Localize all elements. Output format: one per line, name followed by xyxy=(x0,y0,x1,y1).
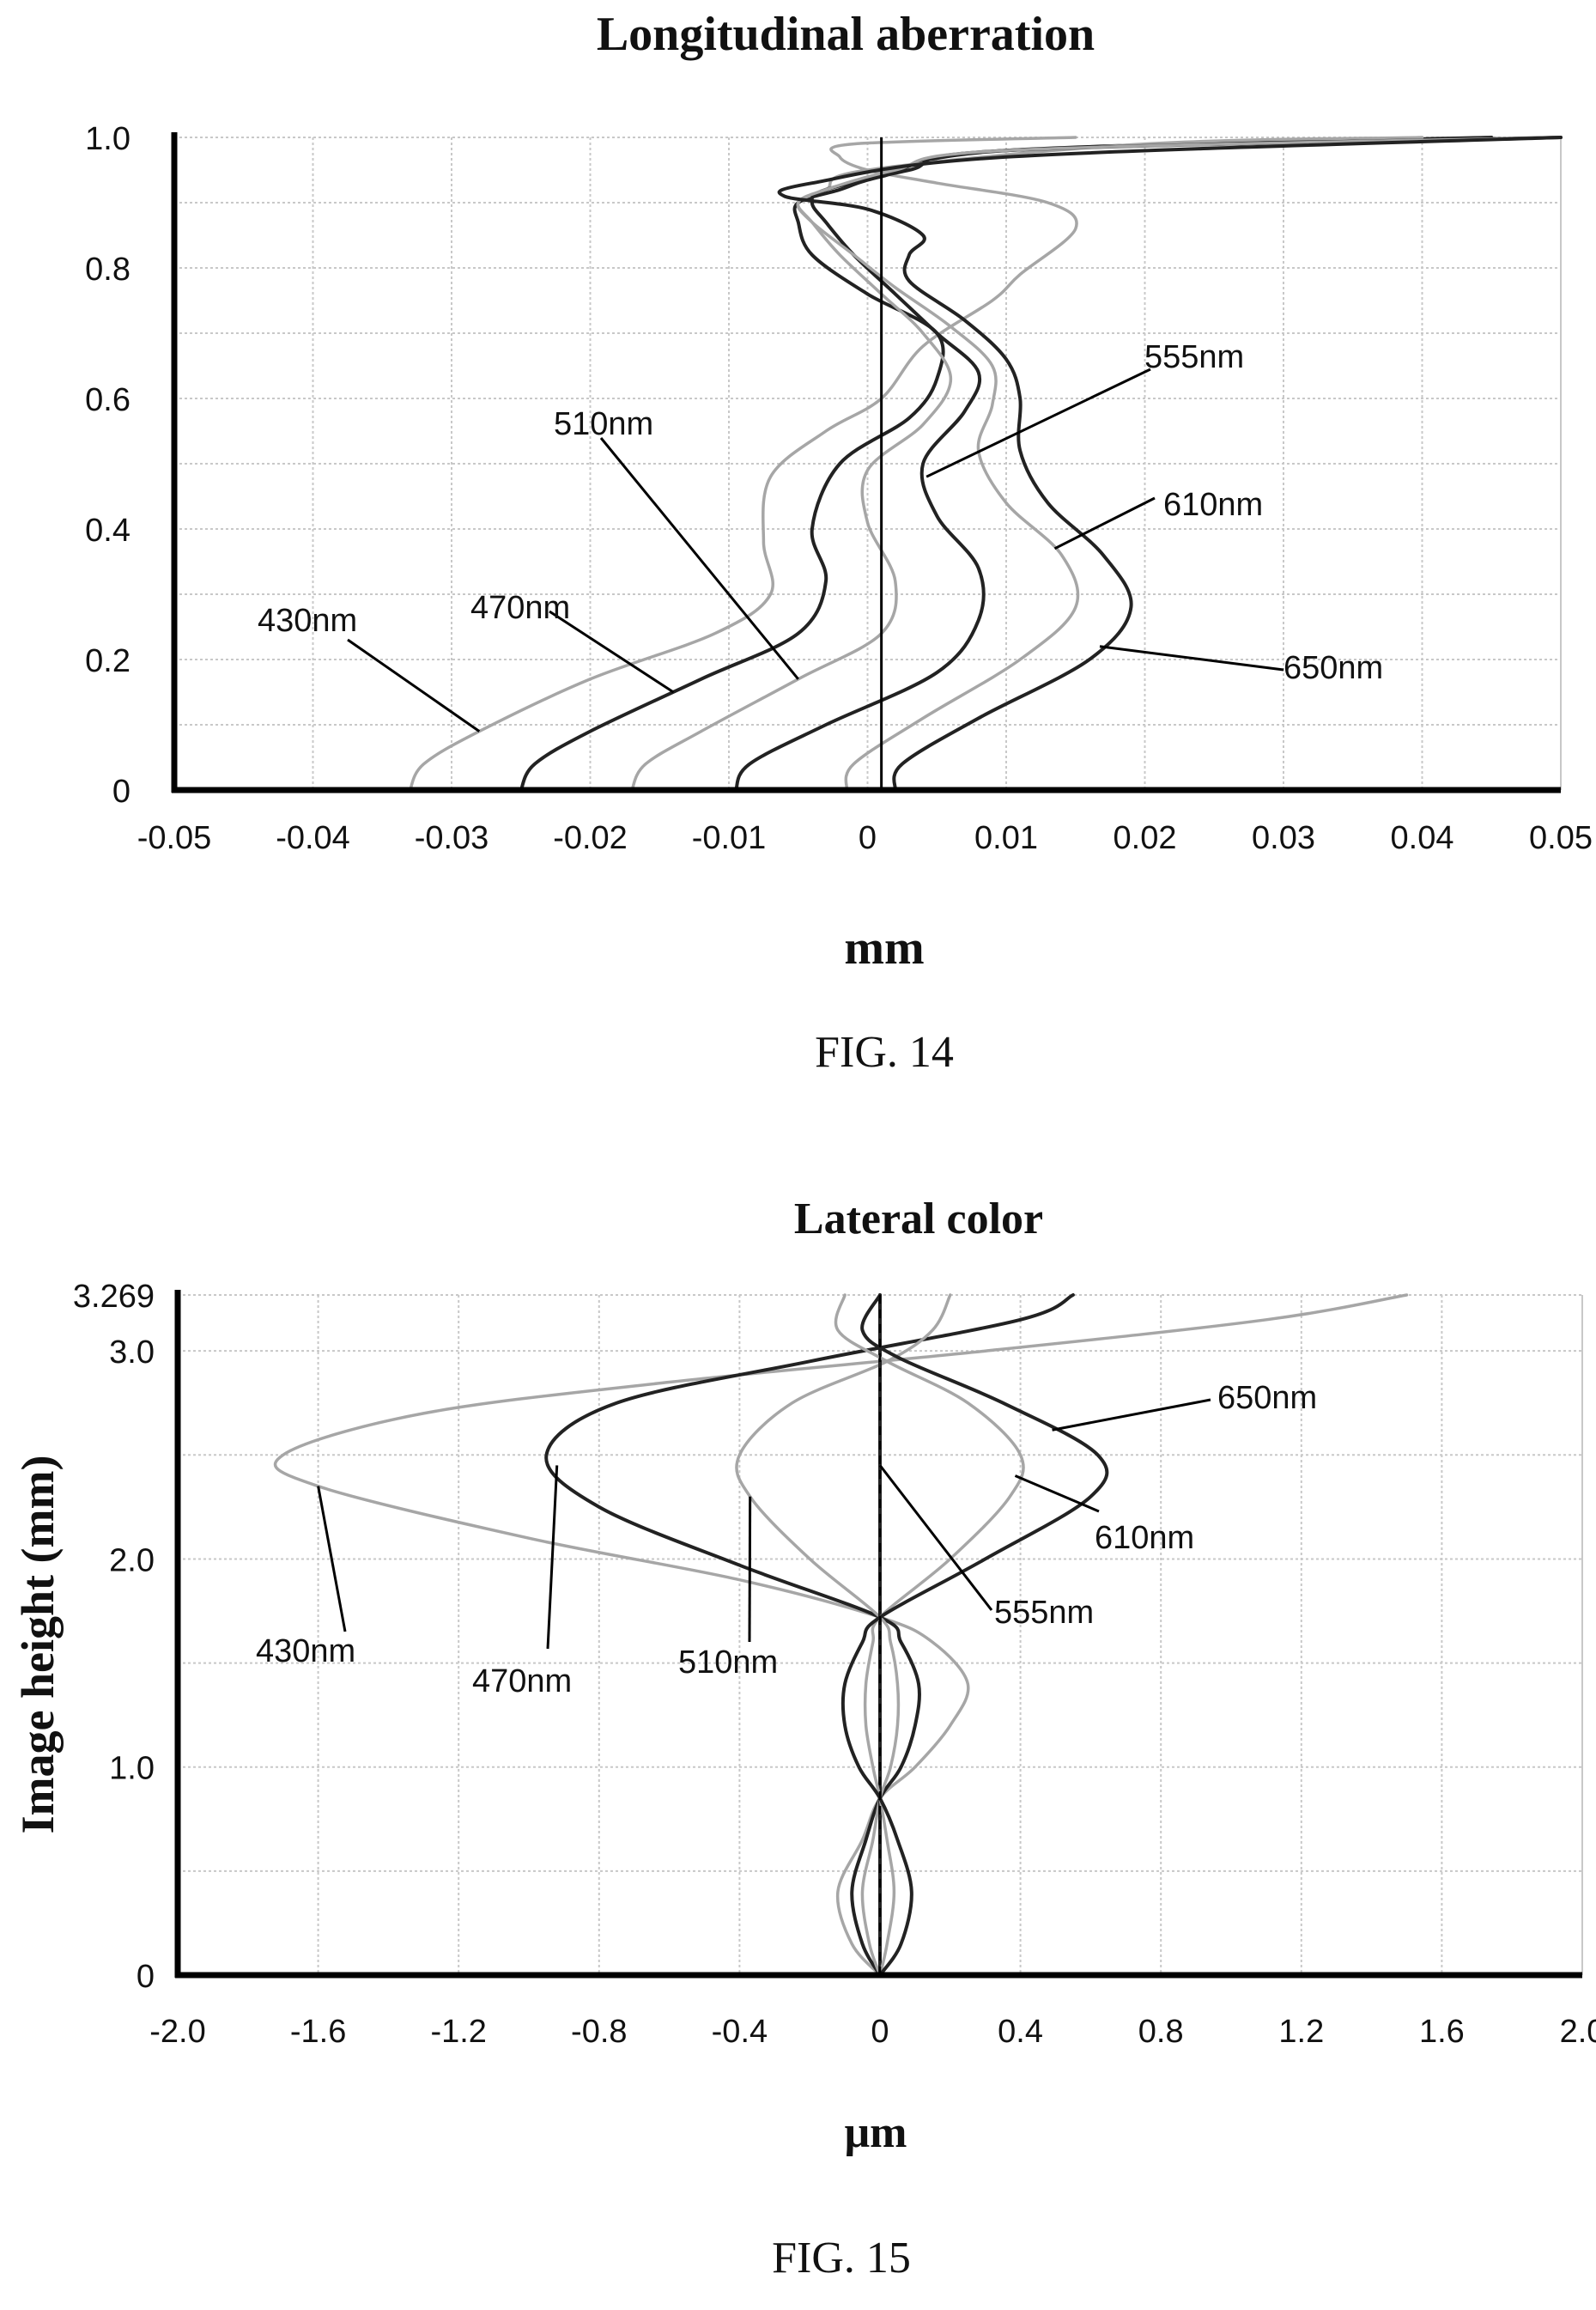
series-line-510nm xyxy=(735,1293,952,1977)
chart1-gridlines xyxy=(173,137,1562,790)
y-tick-label: 0 xyxy=(137,1959,155,1995)
x-tick-label: -0.8 xyxy=(571,2014,627,2050)
annotation-label-510nm: 510nm xyxy=(554,406,653,442)
x-tick-label: -0.02 xyxy=(553,820,628,856)
leader-line-470nm xyxy=(549,610,675,694)
leader-line-610nm xyxy=(1014,1474,1100,1513)
x-tick-label: -0.03 xyxy=(415,820,489,856)
chart1-annotations: 430nm 470nm 510nm 555nm 610nm 650nm xyxy=(258,339,1383,733)
figure-14-caption: FIG. 14 xyxy=(815,1028,954,1077)
leader-line-430nm xyxy=(347,638,481,733)
leader-line-510nm xyxy=(599,437,799,680)
series-line-610nm xyxy=(796,136,1563,792)
x-tick-label: -0.04 xyxy=(276,820,350,856)
x-tick-label: -2.0 xyxy=(149,2014,205,2050)
annotation-label-650nm: 650nm xyxy=(1283,650,1383,686)
chart2-x-tick-labels: -2.0 -1.6 -1.2 -0.8 -0.4 0 0.4 0.8 1.2 1.6 2.0 xyxy=(149,2014,1596,2050)
leader-line-610nm xyxy=(1053,496,1156,550)
series-line-430nm xyxy=(408,136,1078,792)
annotation-label-610nm: 610nm xyxy=(1163,487,1263,523)
series-line-610nm xyxy=(834,1293,1025,1977)
y-tick-label: 1.0 xyxy=(109,1751,155,1787)
x-tick-label: 0.8 xyxy=(1138,2014,1184,2050)
chart2-annotations: 430nm 470nm 510nm 555nm 610nm 650nm xyxy=(256,1380,1317,1699)
y-tick-label: 0.4 xyxy=(85,513,130,549)
chart-longitudinal-aberration: Longitudinal aberration 0 0.2 0.4 0.6 0.8 1.0… xyxy=(85,8,1593,1077)
chart2-x-axis-label: μm xyxy=(845,2108,907,2157)
y-tick-label: 0.6 xyxy=(85,382,130,418)
y-tick-label: 3.269 xyxy=(73,1279,155,1315)
x-tick-label: 0.05 xyxy=(1529,820,1593,856)
chart1-title: Longitudinal aberration xyxy=(597,8,1095,61)
x-tick-label: -1.6 xyxy=(290,2014,346,2050)
x-tick-label: -0.4 xyxy=(712,2014,768,2050)
annotation-label-470nm: 470nm xyxy=(470,590,570,626)
chart2-y-axis-label: Image height (mm) xyxy=(12,1456,64,1834)
leader-line-555nm xyxy=(878,1464,993,1611)
y-tick-label: 0 xyxy=(112,774,130,810)
chart1-axes xyxy=(171,132,1561,793)
y-tick-label: 0.2 xyxy=(85,643,130,679)
series-line-650nm xyxy=(840,1293,1109,1977)
leader-line-470nm xyxy=(546,1465,559,1650)
chart2-y-tick-labels: 0 1.0 2.0 3.0 3.269 xyxy=(73,1279,155,1995)
chart-lateral-color: Lateral color 0 1.0 2.0 3.0 3.269 -2.0 -1.6 -1… xyxy=(12,1195,1596,2283)
x-tick-label: 0.02 xyxy=(1114,820,1177,856)
x-tick-label: -1.2 xyxy=(430,2014,486,2050)
series-line-470nm xyxy=(544,1293,1075,1977)
annotation-label-650nm: 650nm xyxy=(1217,1380,1317,1416)
x-tick-label: 0.04 xyxy=(1391,820,1454,856)
x-tick-label: 0.03 xyxy=(1252,820,1315,856)
leader-line-430nm xyxy=(317,1486,347,1632)
annotation-label-510nm: 510nm xyxy=(678,1644,778,1681)
series-line-650nm xyxy=(777,136,1563,792)
chart1-x-tick-labels: -0.05 -0.04 -0.03 -0.02 -0.01 0 0.01 0.02 0.03 0.… xyxy=(137,820,1593,856)
leader-line-510nm xyxy=(748,1496,752,1643)
series-line-555nm xyxy=(734,136,1563,792)
annotation-label-610nm: 610nm xyxy=(1095,1520,1194,1556)
annotation-label-555nm: 555nm xyxy=(994,1595,1094,1631)
x-tick-label: 2.0 xyxy=(1560,2014,1596,2050)
leader-line-555nm xyxy=(925,368,1151,478)
leader-line-650nm xyxy=(1099,645,1284,672)
y-tick-label: 2.0 xyxy=(109,1542,155,1578)
x-tick-label: -0.01 xyxy=(692,820,767,856)
figure-15-caption: FIG. 15 xyxy=(772,2234,911,2283)
chart1-series-group xyxy=(408,136,1563,792)
y-tick-label: 1.0 xyxy=(85,121,130,157)
y-tick-label: 3.0 xyxy=(109,1334,155,1371)
annotation-label-470nm: 470nm xyxy=(472,1663,572,1699)
chart2-title: Lateral color xyxy=(794,1195,1043,1243)
x-tick-label: 0 xyxy=(871,2014,889,2050)
x-tick-label: 1.2 xyxy=(1278,2014,1324,2050)
x-tick-label: 0.4 xyxy=(998,2014,1043,2050)
annotation-label-555nm: 555nm xyxy=(1144,339,1244,375)
y-tick-label: 0.8 xyxy=(85,252,130,288)
annotation-label-430nm: 430nm xyxy=(256,1633,355,1669)
chart1-y-tick-labels: 0 0.2 0.4 0.6 0.8 1.0 xyxy=(85,121,130,810)
x-tick-label: -0.05 xyxy=(137,820,212,856)
x-tick-label: 1.6 xyxy=(1419,2014,1465,2050)
chart2-axes xyxy=(174,1290,1582,1979)
chart1-x-axis-label: mm xyxy=(844,921,924,975)
leader-line-650nm xyxy=(1052,1398,1211,1432)
x-tick-label: 0 xyxy=(859,820,877,856)
x-tick-label: 0.01 xyxy=(974,820,1038,856)
annotation-label-430nm: 430nm xyxy=(258,603,357,639)
